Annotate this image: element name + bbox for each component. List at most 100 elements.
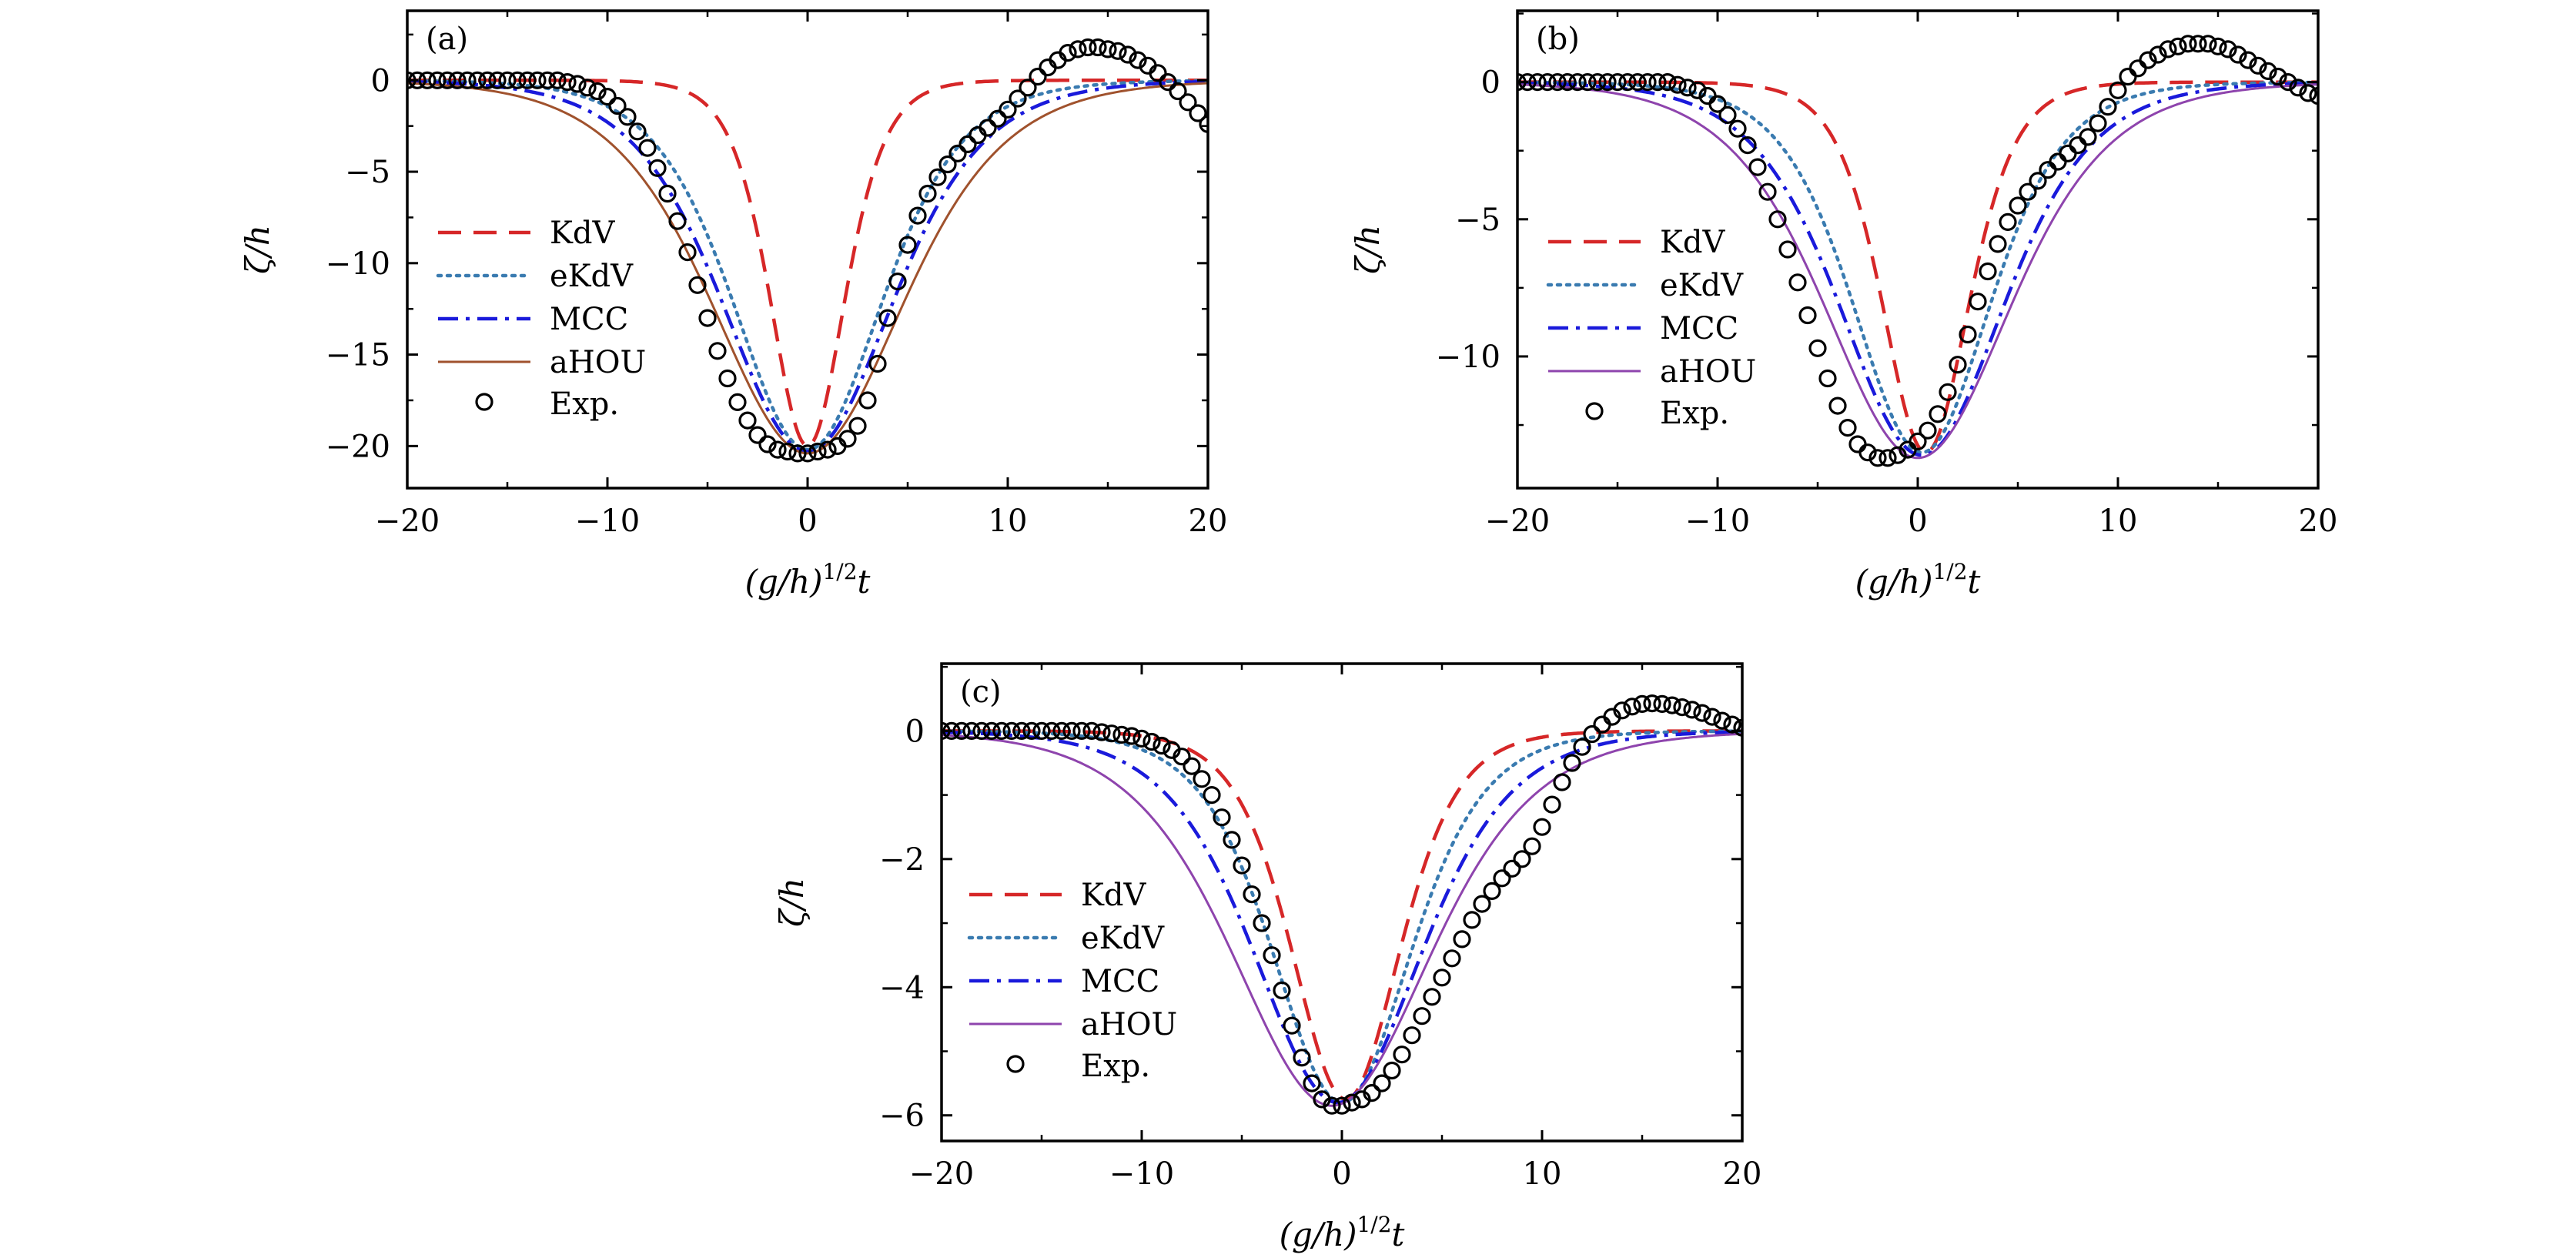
- panel-c: −20 −10 0 10 20 0 −2 −4 −6 (c) (g/h)1/2t ζ/h KdV eKdV…: [773, 662, 1762, 1253]
- y-axis-label: ζ/h: [239, 225, 276, 274]
- exp-point: [1092, 723, 1111, 741]
- exp-point: [1919, 421, 1937, 440]
- exp-point: [1788, 273, 1807, 292]
- exp-point: [1323, 1096, 1341, 1115]
- exp-point: [1189, 104, 1207, 122]
- exp-point: [908, 206, 927, 225]
- exp-point: [638, 139, 657, 157]
- y-tick-label: 0: [1481, 65, 1500, 101]
- exp-point: [1503, 859, 1521, 878]
- exp-point: [928, 168, 947, 186]
- panel-a: −20 −10 0 10 20 0 −5 −10 −15 −20 (a) (g/h)1/2t ζ/h Kd…: [239, 9, 1227, 601]
- exp-point: [1253, 914, 1271, 932]
- exp-point: [2259, 62, 2277, 81]
- exp-point: [538, 71, 557, 89]
- exp-point: [2019, 182, 2037, 201]
- exp-point: [1082, 721, 1101, 741]
- exp-point: [438, 71, 457, 89]
- exp-point: [1838, 418, 1857, 437]
- exp-point: [1738, 136, 1757, 155]
- series-line-ahou: [407, 82, 1208, 455]
- x-axis-label-exponent: 1/2: [1932, 559, 1967, 584]
- x-tick-label: 10: [989, 504, 1028, 539]
- exp-point: [1929, 405, 1947, 423]
- exp-point: [1193, 770, 1211, 788]
- exp-point: [1533, 818, 1551, 836]
- exp-point: [748, 426, 767, 444]
- exp-point: [888, 273, 907, 291]
- exp-point: [1052, 721, 1071, 741]
- series-line-ekdv: [942, 729, 1742, 1105]
- plot-area: [942, 694, 1742, 1115]
- legend-label: MCC: [1081, 964, 1159, 999]
- exp-point: [1708, 95, 1727, 113]
- exp-point: [1989, 235, 2007, 253]
- x-axis-label: (g/h)1/2t: [745, 559, 871, 601]
- x-axis-label-base: (g/h): [1280, 1216, 1357, 1253]
- exp-point: [1909, 432, 1927, 451]
- exp-point: [608, 96, 627, 115]
- exp-point: [738, 411, 757, 430]
- exp-point: [1608, 72, 1627, 92]
- x-tick-label: −20: [375, 504, 440, 539]
- exp-point: [1233, 856, 1251, 875]
- y-tick-label: −6: [879, 1099, 925, 1134]
- exp-point: [758, 435, 777, 453]
- exp-point: [1588, 72, 1607, 92]
- exp-point: [1658, 72, 1677, 92]
- exp-point: [1129, 51, 1147, 69]
- exp-point: [858, 391, 877, 410]
- exp-point: [1633, 694, 1651, 714]
- exp-point: [1062, 721, 1081, 741]
- exp-point: [1543, 795, 1561, 814]
- exp-point: [1363, 1083, 1381, 1102]
- legend-label: eKdV: [1660, 268, 1744, 303]
- axes-frame: [406, 9, 1209, 490]
- x-tick-label: 10: [2099, 504, 2138, 539]
- exp-point: [678, 243, 697, 262]
- exp-point: [2139, 51, 2157, 69]
- x-axis-label-suffix: t: [1968, 563, 1981, 601]
- exp-point: [1032, 721, 1051, 741]
- exp-point: [1523, 837, 1541, 855]
- exp-point: [1433, 969, 1451, 987]
- exp-point: [1493, 869, 1511, 888]
- x-tick-label: 20: [1723, 1156, 1762, 1192]
- legend: KdV eKdV MCC aHOU Exp.: [1546, 225, 1756, 431]
- series-line-mcc: [407, 79, 1208, 453]
- y-tick-label: −10: [326, 246, 390, 282]
- exp-point: [1423, 988, 1441, 1006]
- exp-point: [1179, 93, 1197, 112]
- exp-point: [1868, 449, 1887, 467]
- x-axis-label-base: (g/h): [745, 563, 823, 601]
- exp-point: [838, 430, 857, 448]
- legend-label: aHOU: [1660, 354, 1756, 390]
- series-line-kdv: [1517, 80, 2318, 455]
- exp-point: [448, 71, 467, 89]
- exp-point: [989, 109, 1007, 128]
- exp-point: [962, 721, 981, 741]
- exp-point: [1169, 82, 1187, 101]
- exp-point: [1403, 1026, 1421, 1045]
- legend: KdV eKdV MCC aHOU Exp.: [436, 216, 646, 422]
- exp-point: [2169, 37, 2187, 55]
- exp-point: [958, 135, 977, 153]
- exp-point: [1693, 704, 1711, 722]
- exp-point: [2119, 67, 2137, 86]
- exp-point: [1623, 698, 1641, 716]
- x-tick-label: 0: [1908, 504, 1927, 539]
- panel-label: (a): [426, 22, 468, 57]
- exp-point: [1593, 715, 1611, 734]
- exp-point: [2269, 67, 2287, 86]
- exp-point: [2129, 59, 2147, 78]
- x-axis-label-exponent: 1/2: [822, 559, 857, 584]
- exp-point: [588, 82, 607, 101]
- exp-point: [1748, 158, 1767, 176]
- plot-area: [1517, 35, 2318, 467]
- exp-point: [1583, 724, 1601, 744]
- exp-point: [1598, 72, 1617, 92]
- exp-point: [1828, 396, 1847, 415]
- exp-point: [2089, 114, 2107, 132]
- exp-point: [2069, 136, 2087, 155]
- exp-point: [518, 71, 537, 89]
